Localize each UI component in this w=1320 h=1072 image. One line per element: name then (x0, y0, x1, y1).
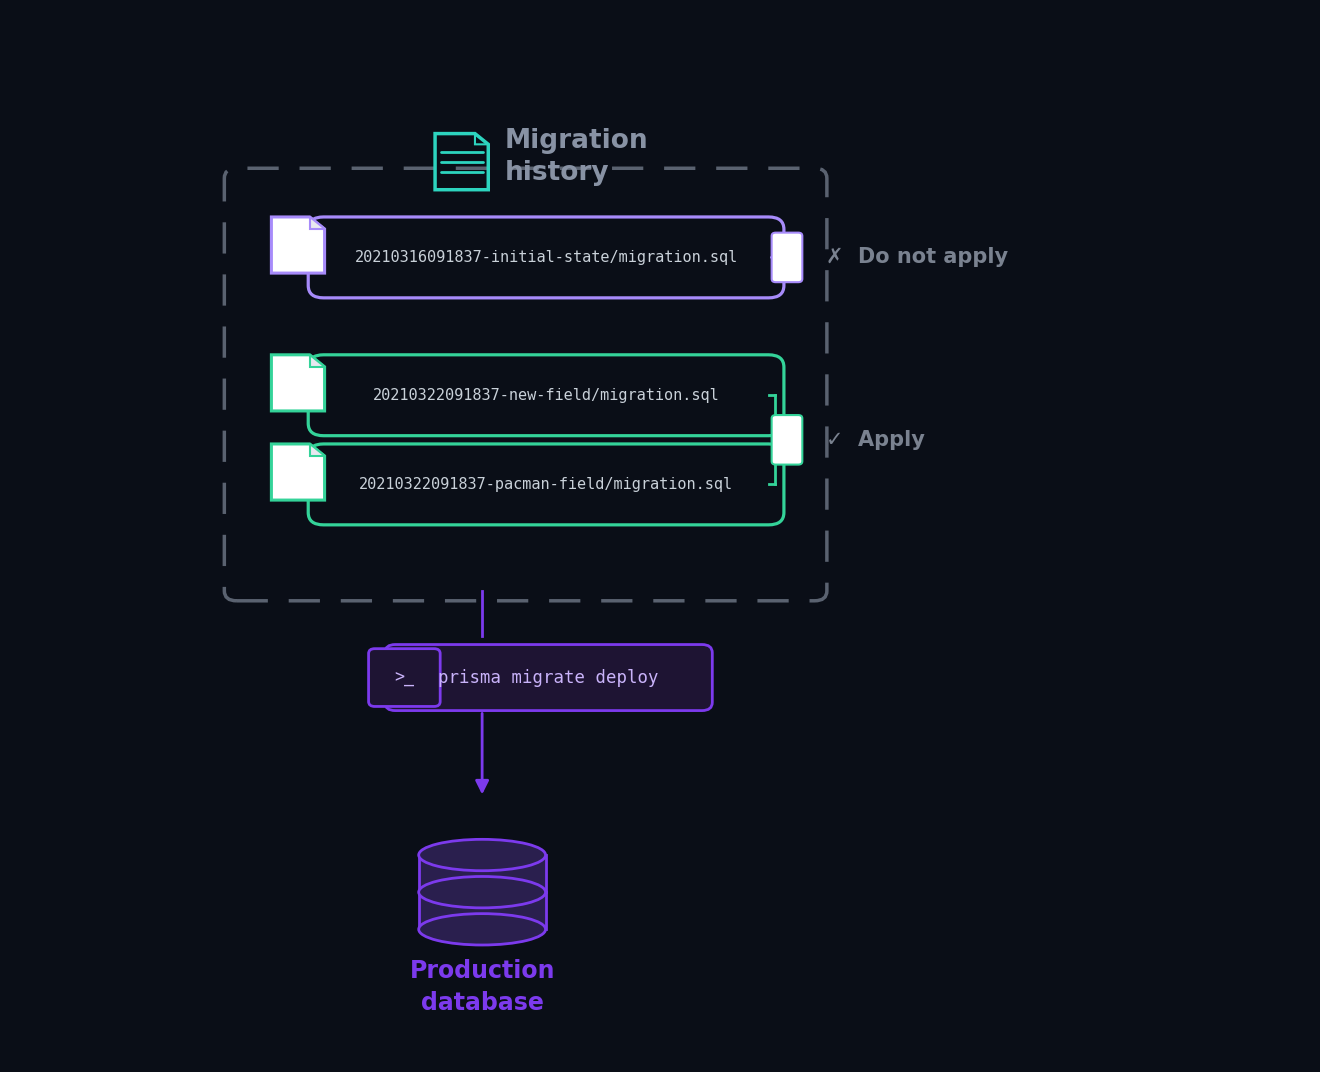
Text: >_: >_ (395, 669, 414, 686)
FancyBboxPatch shape (309, 355, 784, 435)
Ellipse shape (418, 877, 545, 908)
Text: Migration
history: Migration history (504, 128, 648, 185)
Polygon shape (310, 444, 325, 456)
Polygon shape (310, 355, 325, 367)
Text: 20210322091837-pacman-field/migration.sql: 20210322091837-pacman-field/migration.sq… (359, 477, 733, 492)
FancyBboxPatch shape (418, 855, 545, 892)
Text: 20210316091837-initial-state/migration.sql: 20210316091837-initial-state/migration.s… (355, 250, 738, 265)
Text: Production
database: Production database (409, 959, 554, 1015)
Text: ✗  Do not apply: ✗ Do not apply (826, 248, 1008, 267)
Polygon shape (272, 217, 325, 273)
FancyBboxPatch shape (385, 644, 713, 711)
Ellipse shape (418, 913, 545, 946)
FancyBboxPatch shape (772, 233, 803, 282)
FancyBboxPatch shape (309, 444, 784, 525)
Polygon shape (310, 217, 325, 229)
FancyBboxPatch shape (772, 415, 803, 464)
Text: prisma migrate deploy: prisma migrate deploy (438, 669, 659, 686)
FancyBboxPatch shape (418, 892, 545, 929)
Text: 20210322091837-new-field/migration.sql: 20210322091837-new-field/migration.sql (372, 388, 719, 403)
FancyBboxPatch shape (368, 649, 440, 706)
Text: ✓  Apply: ✓ Apply (826, 430, 925, 450)
Ellipse shape (418, 839, 545, 870)
Polygon shape (272, 355, 325, 411)
Polygon shape (272, 444, 325, 500)
FancyBboxPatch shape (309, 217, 784, 298)
